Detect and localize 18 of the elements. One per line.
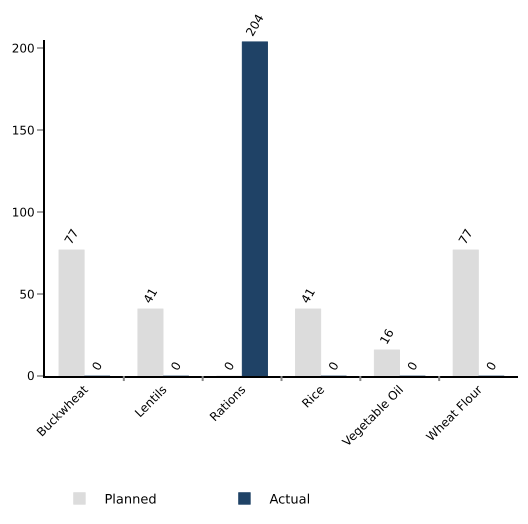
y-tick-label: 150 [12,123,35,138]
data-label: 0 [89,359,106,373]
data-label: 0 [168,359,184,373]
data-label: 16 [377,326,397,347]
data-label: 0 [404,359,421,373]
legend-label: Planned [104,492,157,508]
y-tick-label: 50 [19,287,35,302]
data-label: 0 [483,359,500,373]
y-tick-label: 100 [12,205,35,220]
data-label: 41 [298,286,318,306]
data-label: 0 [326,359,342,373]
legend-label: Actual [269,492,310,508]
data-label: 0 [221,359,238,373]
data-label: 77 [62,226,82,247]
y-tick-label: 0 [26,369,35,384]
data-label: 41 [140,286,160,306]
y-tick-label: 200 [12,41,35,56]
data-label: 77 [456,226,476,247]
